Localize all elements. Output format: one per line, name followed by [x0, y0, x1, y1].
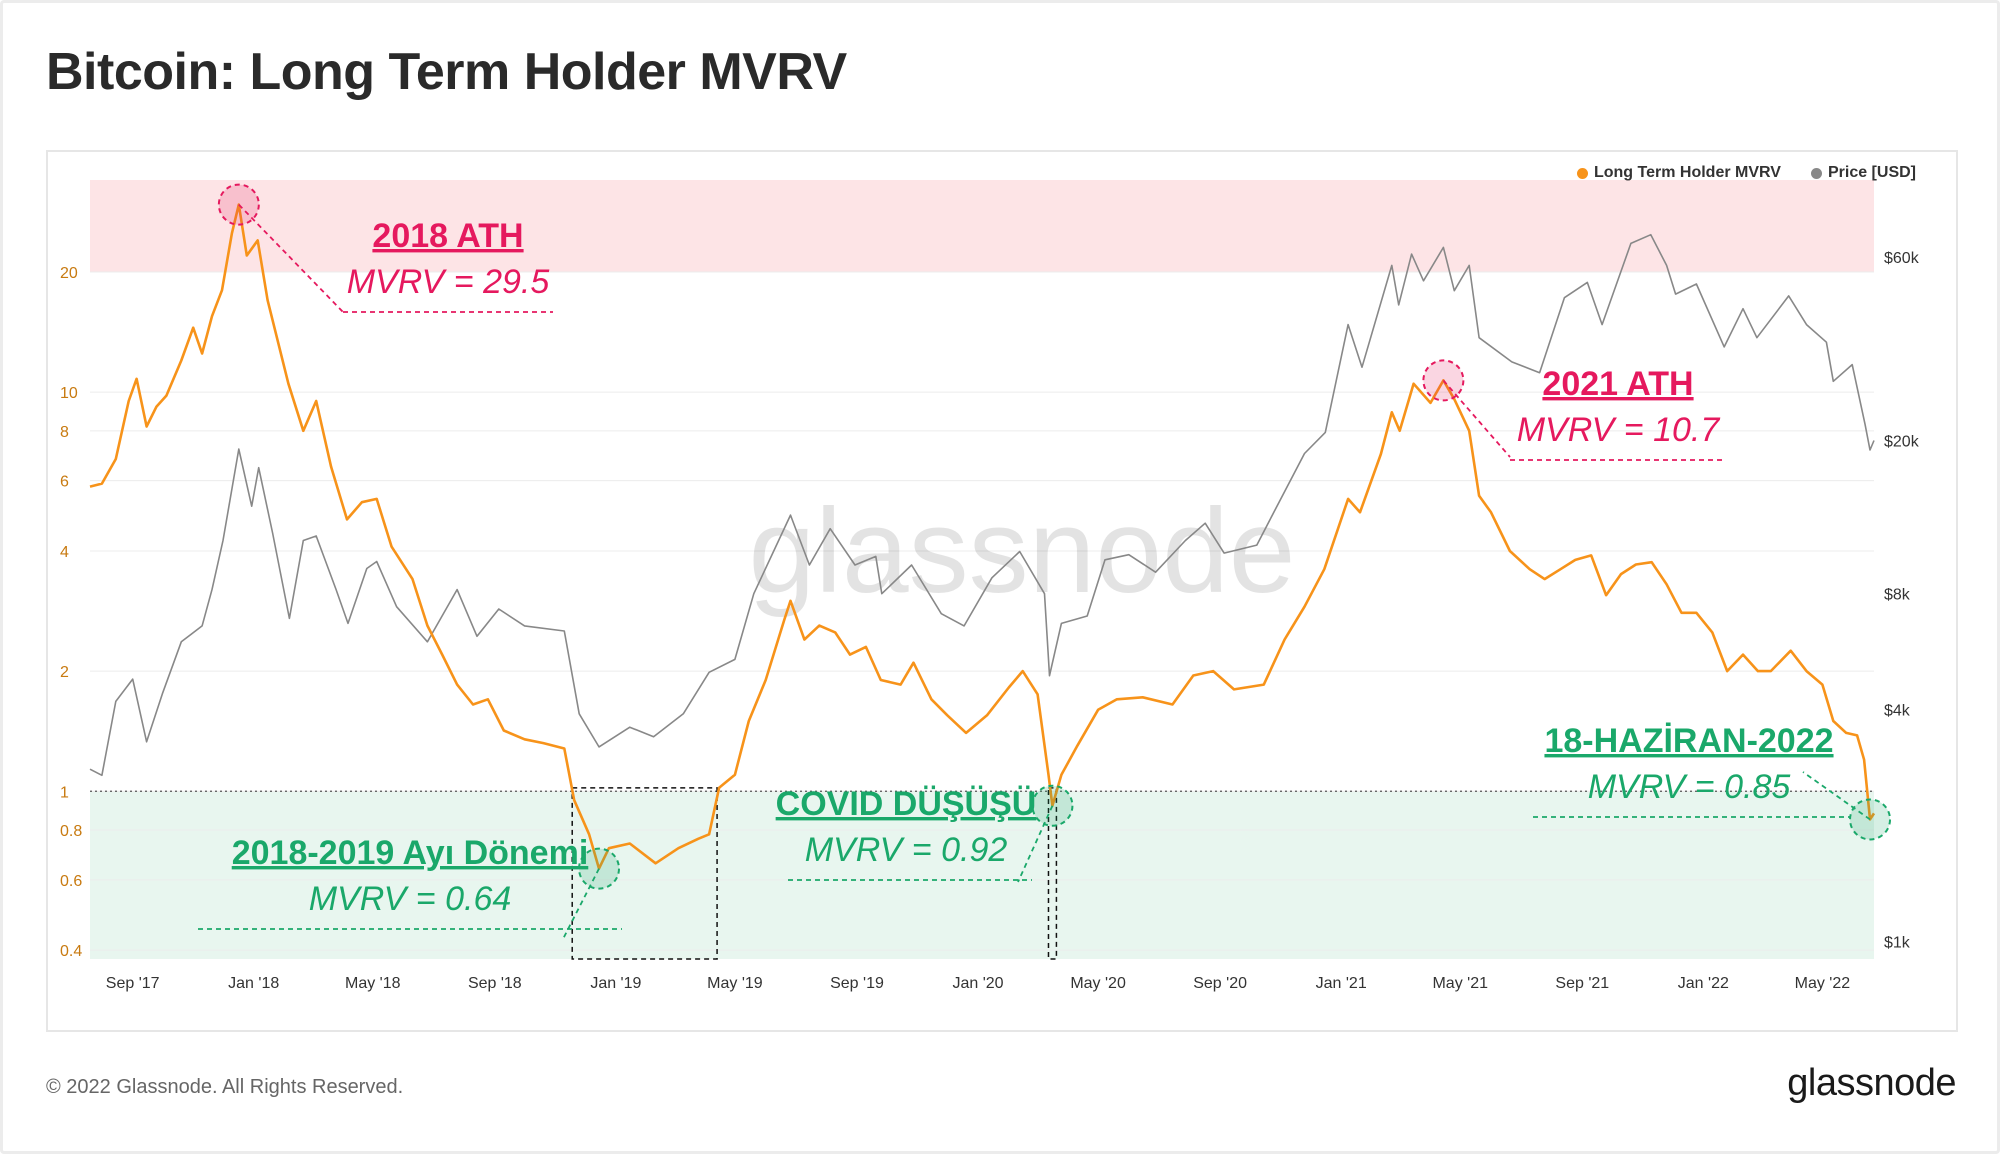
chart-svg: glassnode 0.4 0.6 0.8 1 2 4 6 8 10 20 $1k $4k $8k $20k…: [60, 180, 1920, 992]
page-title: Bitcoin: Long Term Holder MVRV: [46, 43, 847, 101]
annotation-june-2022: 18-HAZİRAN-2022 MVRV = 0.85: [1533, 722, 1892, 841]
annotation-box-covid: [1047, 787, 1058, 960]
right-tick-label: $8k: [1884, 587, 1911, 604]
legend-dot-mvrv: [1576, 167, 1588, 179]
annotation-leader: [238, 203, 344, 313]
left-tick-label: 0.6: [60, 873, 82, 890]
left-tick-label: 10: [60, 385, 78, 402]
legend-label-mvrv: Long Term Holder MVRV: [1593, 164, 1781, 181]
series-line-mvrv: [89, 203, 1876, 870]
annotation-leader: [1017, 805, 1054, 883]
left-tick-label: 1: [60, 784, 69, 801]
annotation-subtitle: MVRV = 0.85: [1588, 768, 1791, 806]
legend-label-price: Price [USD]: [1827, 164, 1916, 181]
watermark: glassnode: [748, 484, 1295, 618]
annotation-marker: [217, 183, 260, 226]
zone-undervalued: [90, 791, 1874, 959]
left-tick-label: 0.4: [60, 943, 82, 960]
left-tick-label: 2: [60, 664, 69, 681]
left-tick-label: 20: [60, 265, 78, 282]
annotation-ath-2021: 2021 ATH MVRV = 10.7: [1422, 359, 1725, 461]
right-tick-label: $60k: [1884, 250, 1920, 267]
x-tick-label: May '20: [1070, 975, 1126, 992]
x-tick-label: May '22: [1795, 975, 1851, 992]
annotation-title: 2018 ATH: [372, 217, 523, 255]
x-tick-label: Sep '18: [468, 975, 522, 992]
x-tick-label: Jan '22: [1678, 975, 1729, 992]
legend-item-price[interactable]: Price [USD]: [1810, 164, 1916, 182]
x-tick-label: Jan '19: [590, 975, 641, 992]
left-tick-label: 4: [60, 544, 69, 561]
x-tick-label: May '19: [707, 975, 763, 992]
legend-item-mvrv[interactable]: Long Term Holder MVRV: [1576, 164, 1781, 182]
annotation-bear-2018-2019: 2018-2019 Ayı Dönemi MVRV = 0.64: [198, 834, 622, 940]
annotation-subtitle: MVRV = 0.92: [805, 831, 1008, 869]
annotation-title: 2018-2019 Ayı Dönemi: [232, 834, 589, 872]
annotation-ath-2018: 2018 ATH MVRV = 29.5: [217, 183, 553, 313]
annotation-leader: [562, 868, 600, 940]
x-tick-label: Jan '21: [1316, 975, 1367, 992]
annotation-leader: [1442, 379, 1511, 458]
x-tick-label: Sep '21: [1555, 975, 1609, 992]
right-tick-label: $20k: [1884, 434, 1920, 451]
annotation-leader: [1802, 771, 1871, 821]
annotation-box-bear-2018-2019: [571, 787, 718, 960]
chart-frame: glassnode 0.4 0.6 0.8 1 2 4 6 8 10 20 $1k $4k $8k $20k…: [46, 150, 1958, 1032]
left-tick-label: 6: [60, 474, 69, 491]
right-tick-label: $4k: [1884, 703, 1911, 720]
chart-legend: Long Term Holder MVRV Price [USD]: [1576, 164, 1916, 182]
x-tick-label: Jan '18: [228, 975, 279, 992]
annotation-subtitle: MVRV = 0.64: [309, 880, 512, 918]
left-tick-label: 8: [60, 424, 69, 441]
annotation-subtitle: MVRV = 29.5: [347, 263, 550, 301]
footer-copyright: © 2022 Glassnode. All Rights Reserved.: [46, 1076, 404, 1098]
footer-logo[interactable]: glassnode: [1787, 1062, 1956, 1104]
x-tick-label: May '18: [345, 975, 401, 992]
annotation-title: COVID DÜŞÜŞÜ: [776, 785, 1037, 823]
annotation-title: 2021 ATH: [1542, 365, 1693, 403]
x-tick-label: May '21: [1432, 975, 1488, 992]
x-tick-label: Sep '17: [106, 975, 160, 992]
series-line-price: [89, 233, 1875, 777]
left-tick-label: 0.8: [60, 823, 82, 840]
annotation-covid: COVID DÜŞÜŞÜ MVRV = 0.92: [776, 784, 1074, 883]
x-tick-label: Sep '20: [1193, 975, 1247, 992]
zone-overvalued: [90, 180, 1874, 272]
x-tick-label: Jan '20: [952, 975, 1003, 992]
x-tick-label: Sep '19: [830, 975, 884, 992]
legend-dot-price: [1810, 167, 1822, 179]
right-tick-label: $1k: [1884, 934, 1911, 951]
annotation-title: 18-HAZİRAN-2022: [1544, 722, 1833, 760]
annotation-subtitle: MVRV = 10.7: [1517, 411, 1721, 449]
